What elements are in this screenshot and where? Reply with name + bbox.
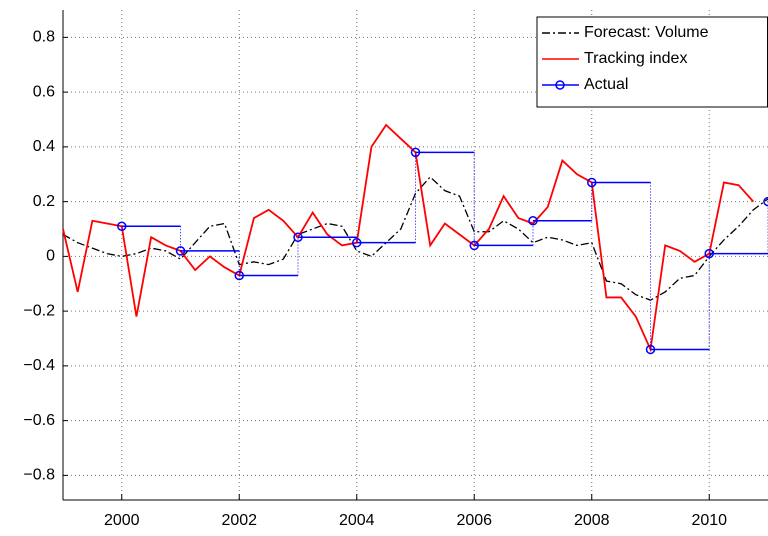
x-tick-label: 2008 — [574, 512, 610, 529]
x-tick-label: 2010 — [691, 512, 727, 529]
series-line — [62, 176, 768, 301]
legend-label: Forecast: Volume — [584, 24, 709, 41]
y-tick-label: −0.2 — [23, 302, 55, 319]
data-point — [469, 240, 479, 251]
data-point — [704, 248, 714, 259]
data-point — [587, 177, 597, 188]
series-line — [62, 123, 754, 353]
data-point — [528, 216, 538, 226]
x-tick-label: 2002 — [221, 512, 257, 529]
y-tick-label: 0.6 — [33, 83, 55, 100]
legend-box — [536, 16, 768, 108]
x-tick-label: 2004 — [339, 512, 375, 529]
data-point — [352, 237, 362, 248]
x-tick-label: 2006 — [456, 512, 492, 529]
y-tick-label: 0 — [46, 248, 55, 265]
x-tick-label: 2000 — [104, 512, 140, 529]
y-tick-label: 0.8 — [33, 29, 55, 46]
data-point — [234, 270, 244, 281]
data-point — [117, 221, 127, 232]
y-tick-label: 0.4 — [33, 138, 55, 155]
y-tick-label: 0.2 — [33, 193, 55, 210]
y-tick-label: −0.4 — [23, 357, 55, 374]
data-point — [175, 246, 186, 256]
data-point — [645, 344, 656, 355]
legend-marker — [555, 80, 565, 90]
data-point — [293, 232, 303, 242]
legend-label: Actual — [584, 76, 628, 93]
y-tick-label: −0.8 — [23, 467, 55, 484]
data-point — [763, 196, 768, 207]
y-tick-label: −0.6 — [23, 412, 55, 429]
legend-label: Tracking index — [584, 50, 687, 67]
data-point — [410, 147, 421, 158]
